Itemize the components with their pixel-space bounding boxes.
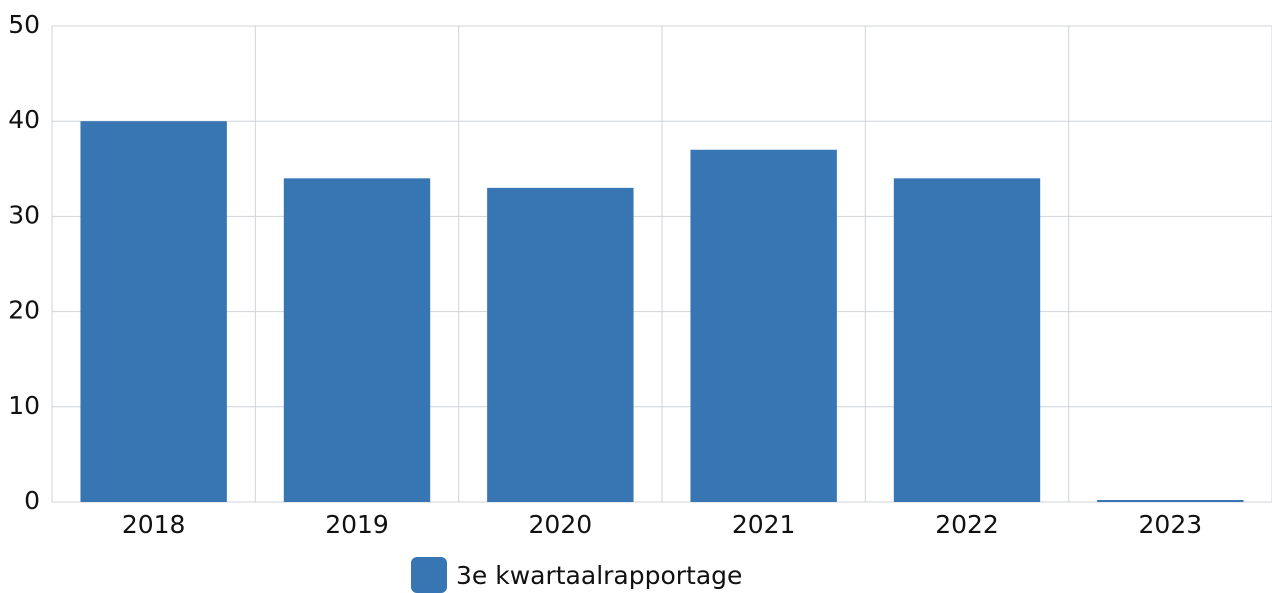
x-tick-label: 2022: [935, 510, 999, 539]
y-tick-label: 40: [8, 105, 40, 134]
bar: [893, 178, 1041, 502]
x-tick-label: 2020: [529, 510, 593, 539]
y-tick-label: 30: [8, 200, 40, 229]
y-tick-label: 20: [8, 296, 40, 325]
bar: [487, 187, 634, 502]
bar: [690, 149, 837, 502]
x-tick-label: 2019: [325, 510, 389, 539]
x-tick-label: 2018: [122, 510, 186, 539]
legend-label: 3e kwartaalrapportage: [456, 561, 742, 590]
bar: [283, 178, 431, 502]
bar: [80, 121, 227, 502]
bar: [1097, 500, 1244, 502]
x-tick-label: 2023: [1139, 510, 1203, 539]
y-tick-label: 0: [24, 486, 40, 515]
y-tick-label: 10: [8, 391, 40, 420]
legend-swatch: [411, 557, 447, 593]
y-tick-label: 50: [8, 10, 40, 39]
x-tick-label: 2021: [732, 510, 796, 539]
